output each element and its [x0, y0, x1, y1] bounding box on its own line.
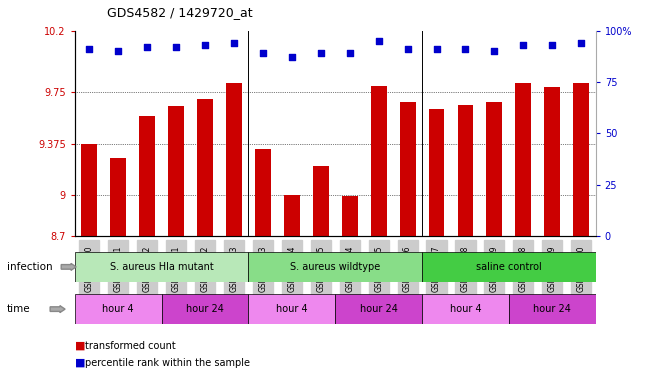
Point	[113, 48, 124, 55]
Text: hour 4: hour 4	[450, 304, 481, 314]
Point	[489, 48, 499, 55]
Point	[576, 40, 587, 46]
Text: saline control: saline control	[476, 262, 542, 272]
Text: percentile rank within the sample: percentile rank within the sample	[85, 358, 249, 368]
Text: infection: infection	[7, 262, 52, 272]
Bar	[197, 99, 213, 236]
Bar	[110, 158, 126, 236]
Point	[286, 55, 297, 61]
Bar	[509, 294, 596, 324]
Text: S. aureus Hla mutant: S. aureus Hla mutant	[110, 262, 214, 272]
Bar	[422, 294, 509, 324]
Bar	[139, 116, 155, 236]
Point	[316, 50, 326, 56]
Point	[460, 46, 471, 52]
Bar	[428, 109, 445, 236]
Point	[547, 42, 557, 48]
Point	[258, 50, 268, 56]
Point	[374, 38, 384, 44]
Point	[200, 42, 210, 48]
Bar	[335, 294, 422, 324]
Point	[344, 50, 355, 56]
Bar	[574, 83, 589, 236]
Point	[171, 44, 182, 50]
Point	[229, 40, 239, 46]
Text: hour 24: hour 24	[533, 304, 571, 314]
Text: GDS4582 / 1429720_at: GDS4582 / 1429720_at	[107, 6, 253, 19]
Bar	[249, 252, 422, 282]
Point	[142, 44, 152, 50]
Point	[84, 46, 94, 52]
Bar	[75, 252, 249, 282]
Bar	[458, 105, 473, 236]
Bar	[342, 197, 357, 236]
Bar	[370, 86, 387, 236]
Point	[432, 46, 442, 52]
Text: transformed count: transformed count	[85, 341, 175, 351]
Text: hour 24: hour 24	[360, 304, 398, 314]
Bar	[249, 294, 335, 324]
Bar	[81, 144, 97, 236]
Bar	[168, 106, 184, 236]
Bar	[422, 252, 596, 282]
Text: time: time	[7, 304, 30, 314]
Text: S. aureus wildtype: S. aureus wildtype	[290, 262, 380, 272]
Text: hour 4: hour 4	[276, 304, 308, 314]
Text: hour 4: hour 4	[102, 304, 134, 314]
Bar	[516, 83, 531, 236]
Bar	[226, 83, 242, 236]
Text: hour 24: hour 24	[186, 304, 224, 314]
Bar	[284, 195, 300, 236]
Bar	[486, 102, 503, 236]
Bar	[255, 149, 271, 236]
Bar	[313, 166, 329, 236]
Text: ■: ■	[75, 341, 89, 351]
Point	[402, 46, 413, 52]
Bar	[400, 102, 415, 236]
Point	[518, 42, 529, 48]
Bar	[161, 294, 249, 324]
Text: ■: ■	[75, 358, 89, 368]
Bar	[544, 87, 561, 236]
Bar	[75, 294, 161, 324]
